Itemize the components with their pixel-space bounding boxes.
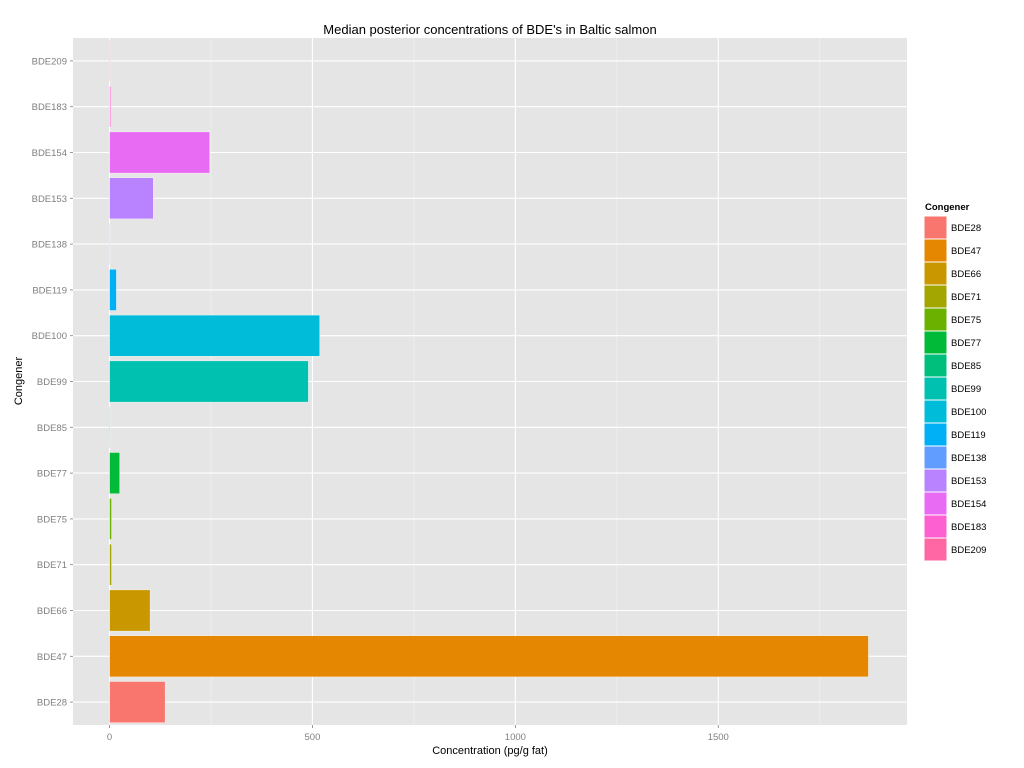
legend-key-bde77 [923, 330, 948, 355]
legend-label: BDE71 [951, 292, 981, 303]
y-tick-label: BDE209 [32, 56, 67, 67]
y-tick-label: BDE153 [32, 194, 67, 205]
y-tick-label: BDE85 [37, 423, 67, 434]
bar-bde75 [109, 498, 112, 540]
y-tick-labels: BDE28 BDE47 BDE66 BDE71 BDE75 BDE77 BDE85 BDE99… [32, 56, 73, 709]
legend-key-bde66 [923, 261, 948, 286]
bar-bde28 [109, 681, 166, 723]
legend-label: BDE85 [951, 361, 981, 372]
bar-bde66 [109, 589, 151, 632]
y-tick-label: BDE47 [37, 652, 67, 663]
bar-bde209 [109, 40, 111, 82]
bar-bde183 [109, 85, 111, 128]
bar-bde77 [109, 452, 120, 494]
legend-label: BDE66 [951, 269, 981, 280]
bar-bde138 [109, 223, 111, 265]
y-tick-label: BDE66 [37, 606, 67, 617]
legend-label: BDE154 [951, 499, 986, 510]
x-tick-label: 1000 [505, 732, 526, 743]
legend-label: BDE47 [951, 246, 981, 257]
bar-bde99 [109, 360, 309, 403]
bar-bde85 [109, 406, 111, 449]
x-tick-label: 500 [305, 732, 321, 743]
bar-bde71 [109, 543, 112, 586]
y-tick-label: BDE77 [37, 469, 67, 480]
bar-bde119 [109, 269, 117, 311]
x-tick-label: 1500 [708, 732, 729, 743]
legend-label: BDE119 [951, 430, 986, 441]
y-tick-label: BDE75 [37, 514, 67, 525]
legend-label: BDE100 [951, 407, 986, 418]
legend-key-bde138 [923, 445, 948, 470]
legend-label: BDE183 [951, 522, 986, 533]
y-tick-label: BDE183 [32, 102, 67, 113]
x-tick-labels: 0 500 1000 1500 [107, 725, 729, 743]
x-axis-title: Concentration (pg/g fat) [432, 745, 548, 757]
legend-label: BDE75 [951, 315, 981, 326]
y-tick-label: BDE154 [32, 148, 67, 159]
y-tick-label: BDE119 [32, 285, 67, 296]
legend-key-bde99 [923, 376, 948, 401]
y-tick-label: BDE99 [37, 377, 67, 388]
legend-key-bde47 [923, 238, 948, 263]
y-tick-label: BDE28 [37, 698, 67, 709]
legend-key-bde75 [923, 307, 948, 332]
legend-key-bde71 [923, 284, 948, 309]
legend-label: BDE99 [951, 384, 981, 395]
legend-title: Congener [925, 202, 970, 213]
legend-label: BDE209 [951, 545, 986, 556]
bar-bde153 [109, 177, 154, 220]
chart-title: Median posterior concentrations of BDE's… [323, 22, 656, 37]
x-tick-label: 0 [107, 732, 112, 743]
legend-label: BDE28 [951, 223, 981, 234]
y-tick-label: BDE138 [32, 240, 67, 251]
legend-key-bde183 [923, 514, 948, 539]
legend-key-bde209 [923, 537, 948, 562]
legend-label: BDE153 [951, 476, 986, 487]
bar-bde100 [109, 314, 320, 357]
y-tick-label: BDE71 [37, 560, 67, 571]
legend-label: BDE138 [951, 453, 986, 464]
bar-bde154 [109, 131, 210, 174]
y-tick-label: BDE100 [32, 331, 67, 342]
bars [109, 40, 869, 723]
legend: Congener BDE28 BDE47 BDE66 BDE71 BDE75 BDE77 B… [923, 202, 986, 562]
legend-key-bde85 [923, 353, 948, 378]
bar-bde47 [109, 635, 869, 678]
legend-key-bde153 [923, 468, 948, 493]
legend-key-bde100 [923, 399, 948, 424]
legend-key-bde154 [923, 491, 948, 516]
legend-label: BDE77 [951, 338, 981, 349]
y-axis-title: Congener [13, 357, 25, 406]
legend-key-bde28 [923, 215, 948, 240]
legend-key-bde119 [923, 422, 948, 447]
